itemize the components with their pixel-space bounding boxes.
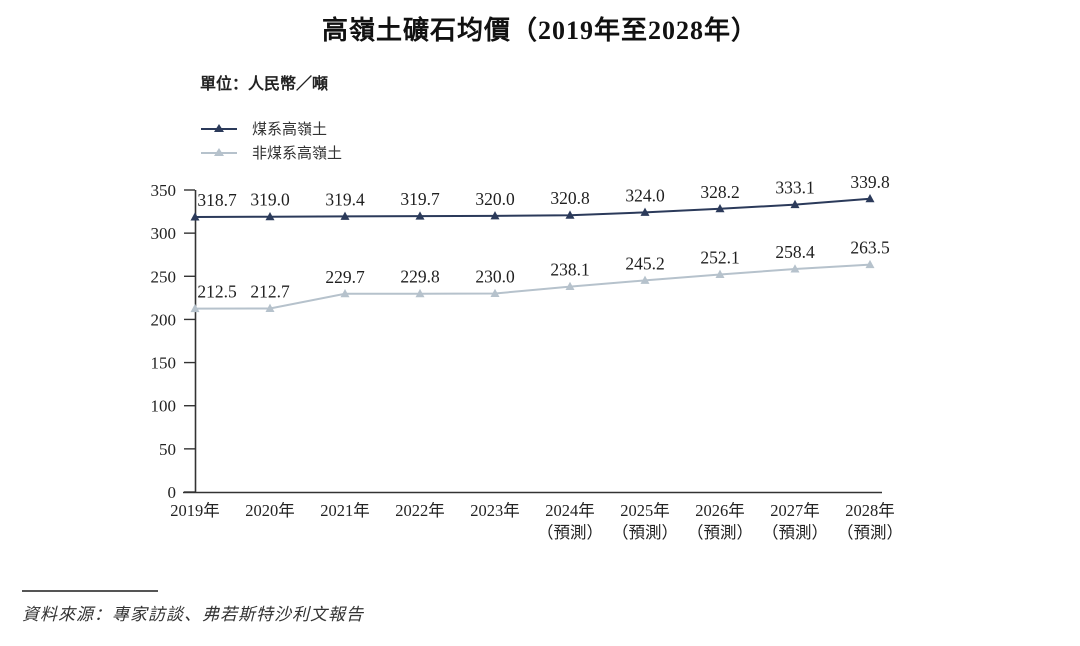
x-axis-forecast-label: （預測） xyxy=(687,523,753,542)
triangle-marker-icon xyxy=(565,210,575,219)
x-axis-tick-label: 2021年 xyxy=(320,501,370,520)
y-axis-tick-label: 150 xyxy=(151,354,177,373)
triangle-marker-icon xyxy=(865,259,875,269)
source-text: 資料來源：專家訪談、弗若斯特沙利文報告 xyxy=(22,605,364,624)
x-axis-tick-label: 2027年 xyxy=(770,501,820,520)
data-point-label: 319.7 xyxy=(400,189,440,209)
triangle-marker-icon xyxy=(415,211,425,220)
triangle-marker-icon xyxy=(490,211,500,220)
data-point-label: 339.8 xyxy=(850,172,890,192)
x-axis-tick-label: 2026年 xyxy=(695,501,745,520)
legend-line-marker-icon xyxy=(201,124,237,132)
data-point-label: 229.8 xyxy=(400,267,440,287)
data-point-label: 320.0 xyxy=(475,189,515,209)
legend-label: 煤系高嶺土 xyxy=(252,121,328,138)
triangle-marker-icon xyxy=(340,211,350,220)
triangle-marker-icon xyxy=(190,212,200,221)
x-axis-tick-label: 2020年 xyxy=(245,501,295,520)
y-axis-tick-label: 250 xyxy=(151,267,177,286)
y-axis-tick-label: 300 xyxy=(151,224,177,243)
x-axis-tick-label: 2023年 xyxy=(470,501,520,520)
triangle-marker-icon xyxy=(715,269,725,278)
source-divider xyxy=(22,590,158,592)
data-point-label: 318.7 xyxy=(197,190,237,210)
triangle-marker-icon xyxy=(565,281,575,291)
x-axis-tick-label: 2019年 xyxy=(170,501,220,520)
legend-line-marker-icon xyxy=(201,148,237,156)
x-axis-tick-label: 2024年 xyxy=(545,501,595,520)
data-point-label: 258.4 xyxy=(775,242,815,262)
series-line xyxy=(194,197,871,218)
triangle-marker-icon xyxy=(490,288,500,298)
triangle-marker-icon xyxy=(265,211,275,221)
triangle-marker-icon xyxy=(715,204,725,213)
chart-legend: 煤系高嶺土非煤系高嶺土 xyxy=(200,116,342,164)
legend-row: 煤系高嶺土 xyxy=(200,116,342,140)
data-point-label: 230.0 xyxy=(475,267,515,287)
data-point-label: 238.1 xyxy=(550,260,589,280)
data-point-label: 319.4 xyxy=(325,189,365,209)
data-point-label: 245.2 xyxy=(625,253,664,273)
y-axis-tick-label: 350 xyxy=(151,181,177,200)
y-axis-tick-label: 100 xyxy=(151,397,177,416)
triangle-marker-icon xyxy=(790,199,800,209)
y-axis-tick-label: 50 xyxy=(159,440,176,459)
data-point-label: 333.1 xyxy=(775,178,814,198)
unit-label: 單位：人民幣／噸 xyxy=(200,76,329,93)
chart-title: 高嶺土礦石均價（2019年至2028年） xyxy=(321,16,758,45)
x-axis-forecast-label: （預測） xyxy=(837,523,903,542)
x-axis-tick-label: 2028年 xyxy=(845,501,895,520)
price-line-chart: 0 50 100 150 200 250 300 350 2019年 2020年 2021年 2022… xyxy=(151,172,904,542)
triangle-marker-icon xyxy=(865,194,875,203)
data-point-label: 319.0 xyxy=(250,190,290,210)
x-axis-forecast-label: （預測） xyxy=(612,523,678,542)
y-axis-tick-label: 0 xyxy=(168,483,177,502)
data-point-label: 252.1 xyxy=(700,247,739,267)
data-point-label: 263.5 xyxy=(850,238,890,258)
triangle-marker-icon xyxy=(265,303,275,312)
data-point-label: 324.0 xyxy=(625,185,665,205)
data-point-label: 212.7 xyxy=(250,281,290,301)
x-axis-forecast-label: （預測） xyxy=(537,523,603,542)
legend-label: 非煤系高嶺土 xyxy=(252,145,343,162)
data-point-label: 320.8 xyxy=(550,188,590,208)
triangle-marker-icon xyxy=(190,303,200,313)
data-point-label: 328.2 xyxy=(700,182,739,202)
legend-row: 非煤系高嶺土 xyxy=(200,140,342,164)
x-axis-tick-label: 2022年 xyxy=(395,501,445,520)
data-point-label: 229.7 xyxy=(325,267,365,287)
triangle-marker-icon xyxy=(640,207,650,216)
y-axis-tick-label: 200 xyxy=(151,310,177,329)
triangle-marker-icon xyxy=(790,264,800,273)
triangle-marker-icon xyxy=(415,288,425,298)
triangle-marker-icon xyxy=(340,289,350,298)
triangle-marker-icon xyxy=(640,275,650,284)
series-line xyxy=(194,263,871,310)
data-point-label: 212.5 xyxy=(197,282,237,302)
x-axis-tick-label: 2025年 xyxy=(620,501,670,520)
x-axis-forecast-label: （預測） xyxy=(762,523,828,542)
source-block: 資料來源：專家訪談、弗若斯特沙利文報告 xyxy=(22,590,1022,625)
